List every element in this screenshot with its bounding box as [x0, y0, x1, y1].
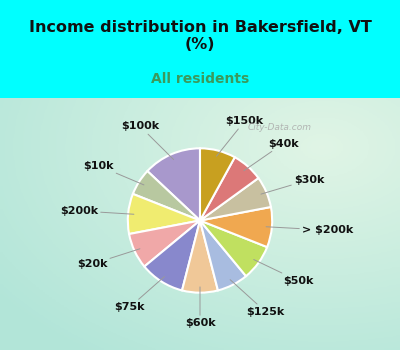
Text: Income distribution in Bakersfield, VT
(%): Income distribution in Bakersfield, VT (… — [28, 20, 372, 52]
Text: $150k: $150k — [216, 116, 264, 156]
Wedge shape — [182, 220, 218, 293]
Wedge shape — [200, 220, 246, 290]
Wedge shape — [200, 178, 271, 220]
Text: $50k: $50k — [254, 260, 313, 286]
Wedge shape — [200, 207, 272, 247]
Text: $125k: $125k — [230, 280, 285, 317]
Text: > $200k: > $200k — [266, 225, 353, 235]
Wedge shape — [200, 220, 267, 276]
Text: $100k: $100k — [121, 121, 174, 160]
Text: $40k: $40k — [244, 139, 298, 171]
Wedge shape — [129, 220, 200, 266]
Wedge shape — [128, 194, 200, 234]
Text: $20k: $20k — [77, 249, 140, 269]
Text: City-Data.com: City-Data.com — [248, 123, 312, 132]
Text: All residents: All residents — [151, 72, 249, 86]
Wedge shape — [200, 157, 258, 220]
Text: $75k: $75k — [114, 276, 164, 312]
Text: $200k: $200k — [60, 206, 134, 216]
Text: $30k: $30k — [261, 175, 324, 194]
Text: $10k: $10k — [83, 161, 144, 185]
Text: $60k: $60k — [185, 287, 215, 328]
Wedge shape — [133, 171, 200, 220]
Wedge shape — [147, 148, 200, 220]
Wedge shape — [200, 148, 235, 220]
Wedge shape — [144, 220, 200, 290]
